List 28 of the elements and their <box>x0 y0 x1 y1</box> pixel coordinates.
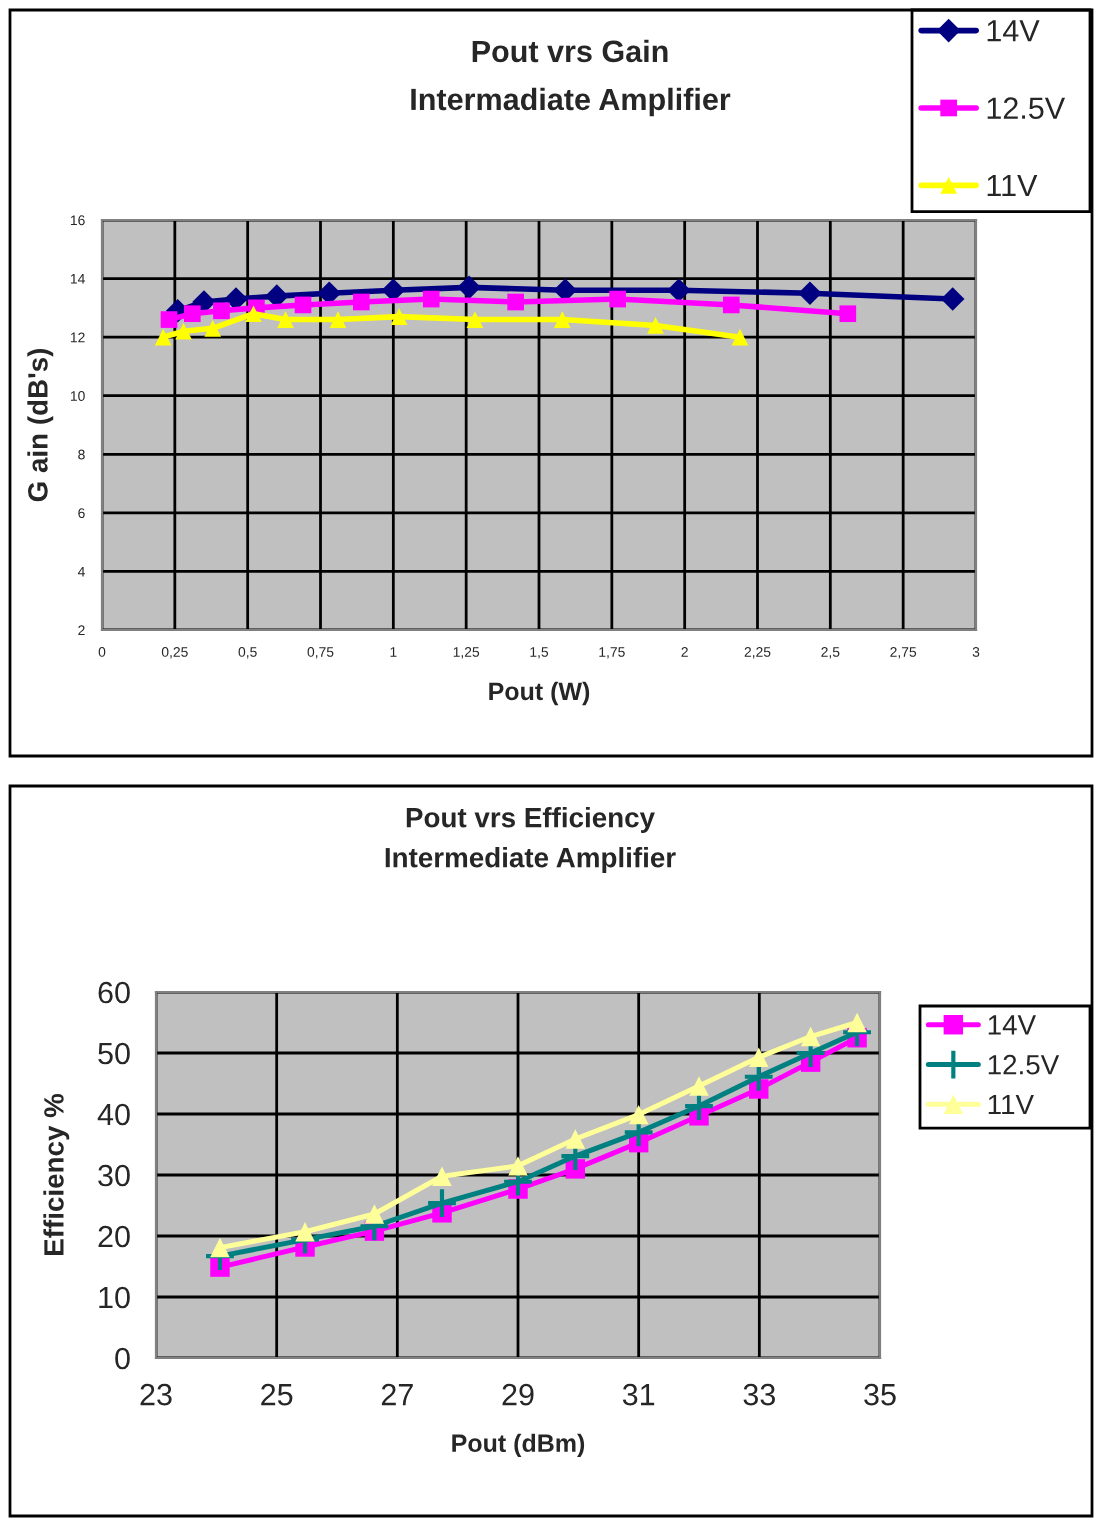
y-tick-label: 20 <box>98 1225 130 1248</box>
x-tick-label: 23 <box>140 1383 172 1406</box>
x-tick-label: 25 <box>261 1383 293 1406</box>
y-tick-label: 0 <box>115 1347 130 1370</box>
y-tick-label: 60 <box>98 981 130 1004</box>
y-tick-label: 50 <box>98 1042 130 1065</box>
x-tick-label: 27 <box>381 1383 413 1406</box>
y-tick-label: 40 <box>97 1103 130 1126</box>
legend-label: 14V <box>988 1015 1036 1035</box>
y-axis-title: G ain (dB's) <box>27 349 54 502</box>
chart-subtitle: Intermadiate Amplifier <box>411 87 731 117</box>
x-axis-title: Pout (dBm) <box>452 1433 585 1458</box>
legend-label: 12.5V <box>987 97 1066 119</box>
legend-label: 12.5V <box>988 1054 1060 1075</box>
legend-label: 14V <box>987 20 1040 42</box>
legend-label: 11V <box>987 175 1038 197</box>
chart-subtitle: Intermediate Amplifier <box>385 847 676 873</box>
x-axis-title: Pout (W) <box>489 681 590 706</box>
x-tick-label: 35 <box>864 1383 896 1406</box>
x-tick-label: 31 <box>622 1383 655 1406</box>
x-tick-label: 29 <box>502 1383 534 1406</box>
legend-label: 11V <box>988 1094 1034 1115</box>
y-axis-title: Efficiency % <box>43 1093 70 1255</box>
chart-title: Pout vrs Efficiency <box>406 807 655 833</box>
chart-title: Pout vrs Gain <box>472 39 668 63</box>
y-tick-label: 30 <box>98 1164 130 1187</box>
y-tick-label: 10 <box>99 1286 130 1309</box>
x-tick-label: 33 <box>743 1383 775 1406</box>
